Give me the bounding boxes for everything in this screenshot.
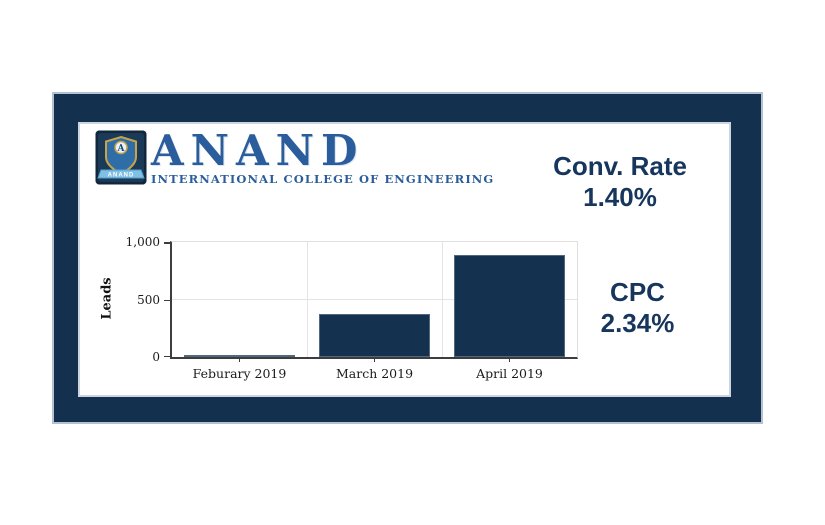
report-card: A ANAND ANAND INTERNATIONAL COLLEGE OF E… bbox=[78, 122, 731, 397]
crest-banner-text: ANAND bbox=[108, 173, 135, 179]
x-axis-tick bbox=[373, 357, 376, 362]
conversion-rate-metric: Conv. Rate 1.40% bbox=[500, 151, 740, 213]
cpc-label: CPC bbox=[610, 277, 665, 307]
x-axis-tick bbox=[508, 357, 511, 362]
y-tick-label: 500 bbox=[137, 292, 160, 307]
x-tick-label: March 2019 bbox=[335, 366, 414, 381]
x-axis-tick bbox=[238, 357, 241, 362]
bar-march-2019 bbox=[319, 313, 430, 357]
y-axis-tick bbox=[164, 242, 170, 244]
y-tick-label: 0 bbox=[152, 350, 160, 364]
crest-letter: A bbox=[117, 144, 126, 154]
college-name-block: ANAND INTERNATIONAL COLLEGE OF ENGINEERI… bbox=[151, 126, 495, 187]
cpc-value: 2.34% bbox=[600, 308, 675, 338]
y-axis-tick bbox=[164, 299, 170, 301]
bar-feburary-2019 bbox=[184, 355, 295, 357]
y-tick-label: 1,000 bbox=[125, 235, 160, 249]
gridline-horizontal bbox=[172, 299, 577, 300]
college-name: ANAND bbox=[151, 126, 365, 175]
navy-frame: A ANAND ANAND INTERNATIONAL COLLEGE OF E… bbox=[52, 92, 763, 424]
conversion-rate-value: 1.40% bbox=[583, 182, 657, 212]
college-logo: A ANAND ANAND INTERNATIONAL COLLEGE OF E… bbox=[95, 130, 494, 186]
gridline-vertical bbox=[306, 242, 308, 357]
y-axis-title: Leads bbox=[99, 277, 115, 320]
bar-april-2019 bbox=[454, 254, 565, 357]
y-axis-tick bbox=[164, 355, 170, 357]
leads-bar-chart: 0 500 1,000 Feburary 2019 March 2019 April 20… bbox=[126, 235, 578, 381]
x-tick-label: April 2019 bbox=[476, 366, 543, 381]
cpc-metric: CPC 2.34% bbox=[540, 277, 735, 339]
conversion-rate-label: Conv. Rate bbox=[553, 151, 687, 181]
gridline-vertical bbox=[441, 242, 443, 357]
college-crest-icon: A ANAND bbox=[95, 130, 147, 185]
x-tick-label: Feburary 2019 bbox=[192, 366, 287, 381]
college-subtitle: INTERNATIONAL COLLEGE OF ENGINEERING bbox=[151, 172, 495, 186]
